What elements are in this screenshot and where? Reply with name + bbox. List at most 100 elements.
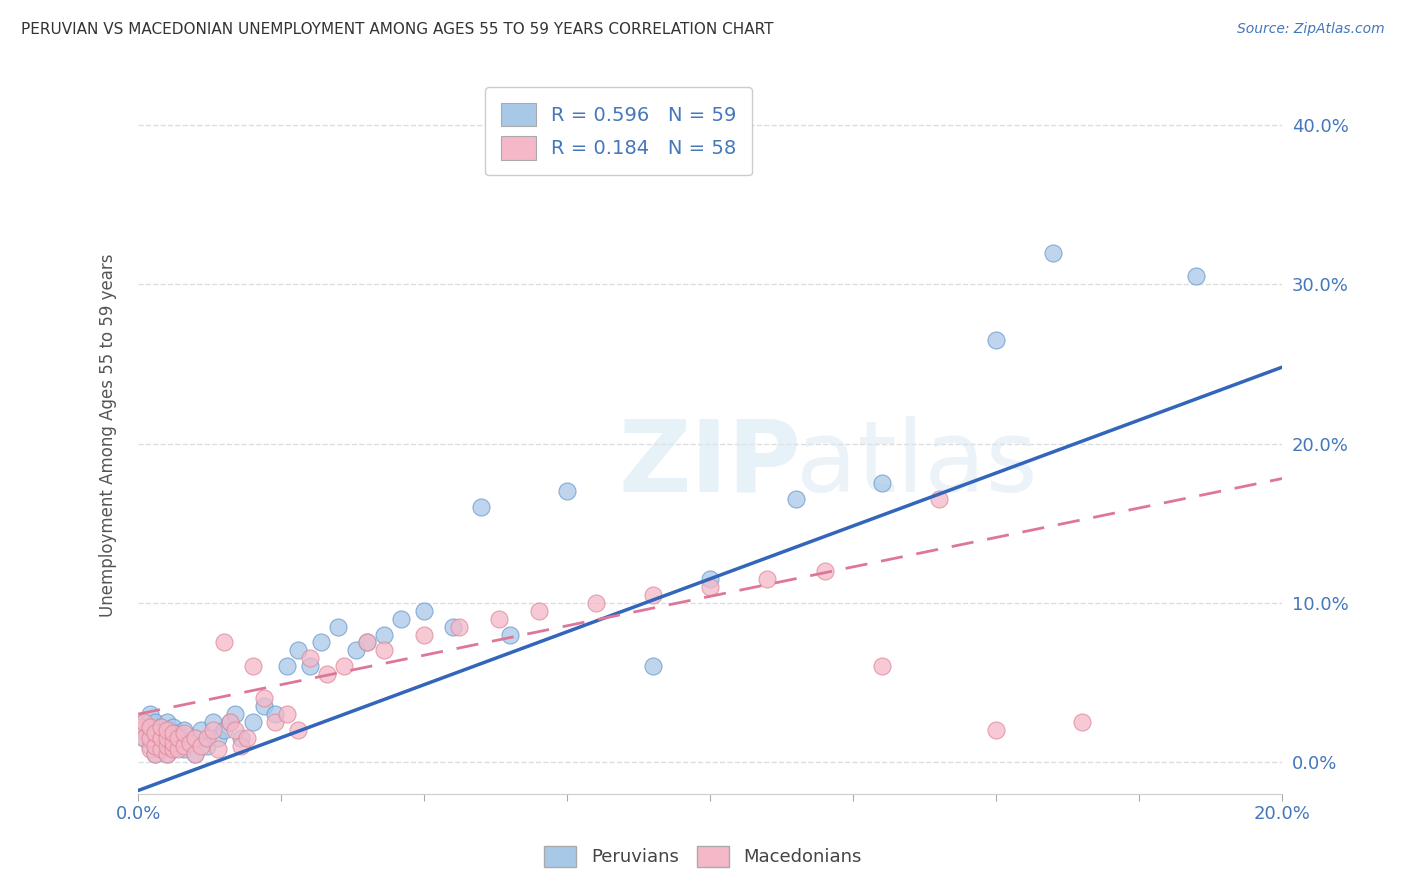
Point [150,720,173,734]
Point [287,643,309,657]
Point [333,659,356,673]
Point [928,492,950,507]
Point [156,747,179,761]
Point [156,747,179,761]
Point [231,731,253,745]
Point [1042,245,1064,260]
Point [242,714,264,729]
Point [201,723,224,737]
Point [143,747,166,761]
Point [138,720,160,734]
Point [316,667,339,681]
Point [195,731,218,745]
Point [150,742,173,756]
Point [162,720,184,734]
Point [224,723,246,737]
Point [156,739,179,753]
Point [373,627,395,641]
Point [190,739,212,753]
Point [143,736,166,750]
Point [138,707,160,722]
Point [264,707,287,722]
Point [1071,714,1094,729]
Point [699,572,721,586]
Point [156,731,179,745]
Point [356,635,378,649]
Legend: Peruvians, Macedonians: Peruvians, Macedonians [537,838,869,874]
Text: ZIP: ZIP [619,416,801,513]
Point [555,484,578,499]
Point [150,742,173,756]
Point [488,611,510,625]
Point [224,707,246,722]
Legend: R = 0.596   N = 59, R = 0.184   N = 58: R = 0.596 N = 59, R = 0.184 N = 58 [485,87,752,176]
Point [641,659,664,673]
Point [373,643,395,657]
Point [156,714,179,729]
Point [986,333,1008,347]
Point [156,723,179,737]
Point [184,747,207,761]
Point [236,731,259,745]
Point [389,611,412,625]
Point [156,739,179,753]
Point [162,726,184,740]
Point [156,726,179,740]
Point [253,699,276,714]
Point [195,739,218,753]
Point [162,731,184,745]
Point [527,604,550,618]
Point [276,659,298,673]
Point [242,659,264,673]
Point [253,691,276,706]
Point [179,736,201,750]
Point [447,619,470,633]
Point [298,659,321,673]
Point [132,714,155,729]
Point [986,723,1008,737]
Point [344,643,367,657]
Point [212,635,235,649]
Point [231,739,253,753]
Point [328,619,350,633]
Point [1185,269,1208,284]
Point [173,739,195,753]
Point [298,651,321,665]
Point [167,742,190,756]
Point [143,714,166,729]
Point [173,726,195,740]
Point [441,619,464,633]
Point [287,723,309,737]
Text: atlas: atlas [796,416,1038,513]
Point [138,731,160,745]
Text: Source: ZipAtlas.com: Source: ZipAtlas.com [1237,22,1385,37]
Point [162,736,184,750]
Point [785,492,807,507]
Text: PERUVIAN VS MACEDONIAN UNEMPLOYMENT AMONG AGES 55 TO 59 YEARS CORRELATION CHART: PERUVIAN VS MACEDONIAN UNEMPLOYMENT AMON… [21,22,773,37]
Point [143,739,166,753]
Point [585,596,607,610]
Point [218,714,240,729]
Point [212,723,235,737]
Point [218,714,240,729]
Point [413,604,436,618]
Point [870,659,893,673]
Point [184,731,207,745]
Point [167,731,190,745]
Point [870,476,893,491]
Point [184,747,207,761]
Point [132,731,155,745]
Point [356,635,378,649]
Point [143,726,166,740]
Point [138,723,160,737]
Point [641,588,664,602]
Point [162,742,184,756]
Point [132,714,155,729]
Point [150,720,173,734]
Point [201,714,224,729]
Point [173,723,195,737]
Point [167,726,190,740]
Point [190,723,212,737]
Point [143,726,166,740]
Point [207,742,229,756]
